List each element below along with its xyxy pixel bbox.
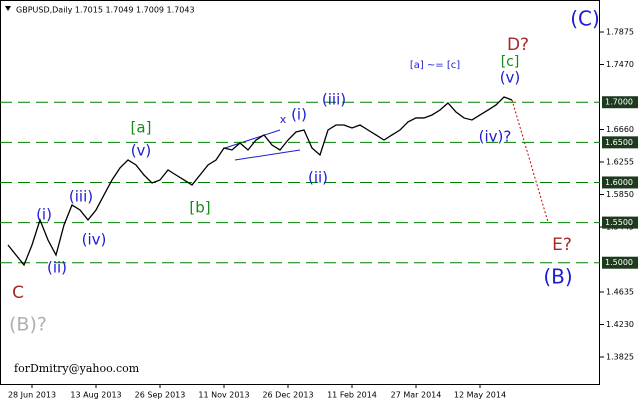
- level-label-box: [602, 96, 638, 109]
- wave-label: (iv): [82, 231, 107, 249]
- wave-label: (iv)?: [479, 128, 512, 146]
- wave-label: (i): [291, 106, 307, 124]
- wave-label: (iii): [69, 188, 93, 206]
- y-tick-label: 1.3825: [606, 352, 634, 361]
- y-tick-label: 1.7875: [606, 28, 634, 37]
- wave-label: [a] ~= [c]: [410, 60, 460, 71]
- level-label-box: [602, 216, 638, 229]
- wave-label: (i): [36, 206, 52, 224]
- price-line: [7, 96, 513, 267]
- y-tick-label: 1.4635: [606, 287, 634, 296]
- x-tick-label: 12 May 2014: [454, 391, 506, 400]
- wave-label: [a]: [131, 119, 152, 137]
- level-label-box: [602, 256, 638, 269]
- wave-label: (B)?: [9, 314, 47, 336]
- x-tick-label: 11 Nov 2013: [198, 391, 249, 400]
- wave-label: (B): [543, 265, 572, 289]
- menu-icon: [5, 6, 11, 11]
- chart-title: GBPUSD,Daily 1.7015 1.7049 1.7009 1.7043: [16, 6, 195, 15]
- level-label: 1.6500: [605, 138, 633, 147]
- projection-line: [511, 99, 549, 223]
- footer-text: forDmitry@yahoo.com: [14, 362, 140, 375]
- y-tick-label: 1.4230: [606, 320, 634, 329]
- wave-label: C: [12, 283, 24, 303]
- y-tick-label: 1.7470: [606, 60, 634, 69]
- level-label-box: [602, 176, 638, 189]
- wave-label: (ii): [47, 259, 67, 277]
- y-tick-label: 1.6660: [606, 125, 634, 134]
- wave-label: (v): [131, 142, 152, 160]
- wave-label: E?: [552, 235, 572, 255]
- wave-label: (v): [500, 69, 521, 87]
- wave-label: D?: [507, 35, 529, 55]
- triangle-line: [234, 149, 301, 161]
- x-tick-label: 27 Mar 2014: [391, 391, 442, 400]
- y-tick-label: 1.6255: [606, 158, 634, 167]
- level-label-box: [602, 136, 638, 149]
- wave-label: [c]: [501, 54, 520, 70]
- x-tick-label: 11 Feb 2014: [327, 391, 377, 400]
- triangle-line: [224, 129, 281, 149]
- wave-label: (ii): [308, 169, 328, 187]
- plot-area: [0, 0, 600, 385]
- wave-label: [b]: [189, 199, 210, 217]
- level-label: 1.5000: [605, 258, 633, 267]
- x-tick-label: 28 Jun 2013: [8, 391, 56, 400]
- wave-label: (C): [570, 7, 600, 31]
- wave-label: (iii): [322, 91, 346, 109]
- x-tick-label: 13 Aug 2013: [70, 391, 121, 400]
- x-tick-label: 26 Sep 2013: [135, 391, 186, 400]
- x-tick-label: 26 Dec 2013: [262, 391, 313, 400]
- level-label: 1.6000: [605, 178, 633, 187]
- wave-label: x: [280, 113, 287, 126]
- y-tick-label: 1.5850: [606, 190, 634, 199]
- level-label: 1.5500: [605, 218, 633, 227]
- level-label: 1.7000: [605, 98, 633, 107]
